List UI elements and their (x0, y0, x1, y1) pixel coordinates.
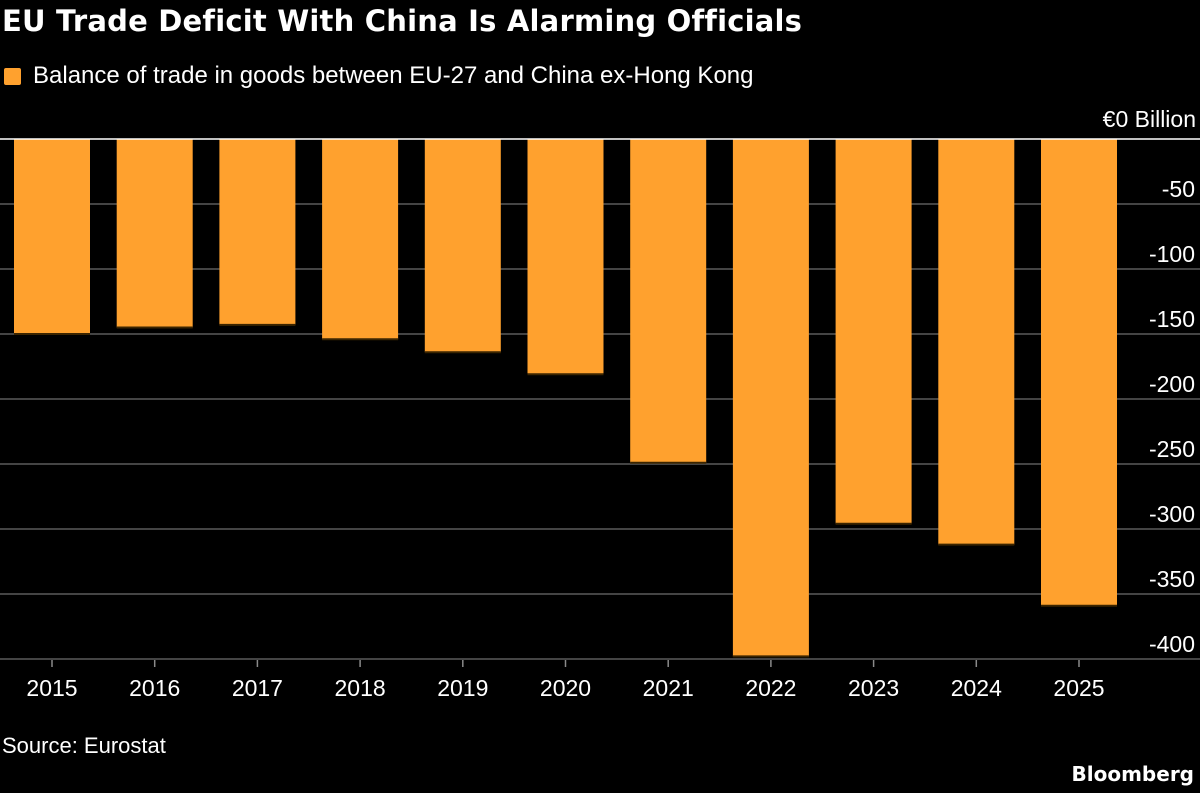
x-tick-label: 2015 (26, 675, 77, 701)
source-note: Source: Eurostat (2, 733, 166, 758)
y-tick-label: -400 (1149, 631, 1195, 657)
bloomberg-logo: Bloomberg (1071, 762, 1194, 786)
x-axis-ticks: 2015 2016 2017 2018 2019 2020 2021 2022 2023 2024… (26, 660, 1105, 701)
bar (732, 139, 809, 657)
unit-label: €0 Billion (1102, 106, 1196, 132)
x-tick-label: 2022 (745, 675, 796, 701)
x-tick-label: 2025 (1053, 675, 1104, 701)
x-tick-label: 2020 (540, 675, 591, 701)
legend-swatch (4, 67, 21, 85)
y-tick-label: -300 (1149, 501, 1195, 527)
y-tick-label: -150 (1149, 306, 1195, 332)
bar (1041, 139, 1117, 606)
y-tick-label: -100 (1149, 241, 1195, 267)
legend-label: Balance of trade in goods between EU-27 … (33, 62, 754, 89)
bar (527, 139, 604, 375)
bar (630, 139, 707, 463)
y-axis-ticks: -50 -100 -150 -200 -250 -300 -350 -400 (1149, 176, 1195, 657)
bar (835, 139, 912, 524)
bars (14, 139, 1117, 658)
y-tick-label: -200 (1149, 371, 1195, 397)
x-tick-label: 2019 (437, 675, 488, 701)
bar (116, 139, 193, 328)
y-tick-label: -250 (1149, 436, 1195, 462)
x-tick-label: 2018 (335, 675, 386, 701)
bar (14, 139, 90, 334)
x-tick-label: 2016 (129, 675, 180, 701)
legend: Balance of trade in goods between EU-27 … (4, 62, 753, 90)
bar (424, 139, 501, 353)
x-tick-label: 2023 (848, 675, 899, 701)
bar (219, 139, 296, 325)
x-tick-label: 2021 (643, 675, 694, 701)
x-tick-label: 2024 (951, 675, 1002, 701)
y-tick-label: -350 (1149, 566, 1195, 592)
bar (938, 139, 1015, 545)
y-tick-label: -50 (1162, 176, 1195, 202)
bar (322, 139, 399, 340)
x-tick-label: 2017 (232, 675, 283, 701)
chart-title: EU Trade Deficit With China Is Alarming … (2, 4, 803, 38)
